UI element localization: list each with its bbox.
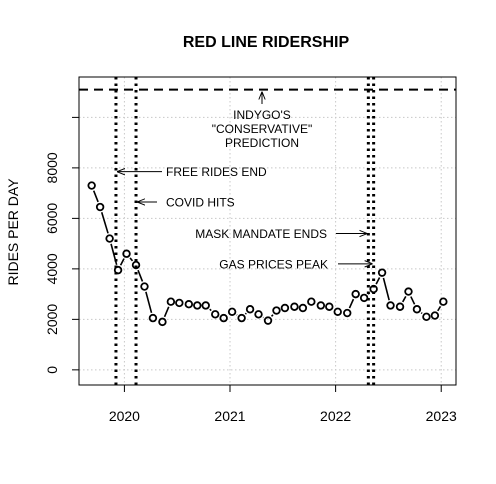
series-segment [209,308,212,312]
plot-area-frame [78,76,457,386]
data-point [245,305,255,314]
reference-label: INDYGO'S [233,108,291,122]
data-point [412,305,422,314]
series-segment [137,269,144,282]
y-tick-label: 2000 [44,304,60,335]
series-segment [145,291,153,313]
chart-title: RED LINE RIDERSHIP [183,34,350,51]
data-point [227,307,237,316]
data-point [439,297,448,306]
x-tick-label: 2023 [426,408,457,424]
data-point [298,303,308,313]
series-segment [437,305,442,312]
data-point [131,260,141,270]
data-point [386,301,395,310]
data-point [193,301,202,310]
x-tick-label: 2021 [214,408,245,424]
data-point [359,293,369,303]
y-tick-label: 0 [44,366,60,374]
event-label: MASK MANDATE ENDS [195,227,327,241]
series-segment [244,312,247,315]
data-point [158,317,167,327]
event-annotations: INDYGO'S"CONSERVATIVE"PREDICTION FREE RID… [79,77,456,385]
data-point [113,265,123,275]
data-point [395,302,405,311]
data-point [404,287,413,296]
data-point [272,306,281,315]
data-point [166,297,176,306]
data-point [369,284,378,294]
data-point [122,249,131,258]
data-point [377,268,387,277]
series-segment [367,292,371,295]
data-point [263,316,273,325]
data-point [95,202,105,212]
series-segment [410,296,416,305]
data-point [280,303,290,313]
data-point [219,313,228,323]
y-tick-label: 6000 [44,203,60,234]
data-point [105,234,114,243]
reference-label: "CONSERVATIVE" [212,122,313,136]
y-tick-label: 4000 [44,253,60,284]
y-axis-label: RIDES PER DAY [5,178,21,286]
series-segment [402,296,407,303]
grid-lines [79,77,456,385]
x-tick-label: 2020 [109,408,140,424]
series-segment [110,243,118,266]
series-segment [375,277,381,285]
data-point [140,282,149,291]
data-point [254,310,263,319]
event-label: COVID HITS [166,195,235,209]
data-point [184,300,194,309]
series-segment [348,298,355,309]
axes: 0 2000 4000 6000 8000 2020 2021 2022 2023 [44,116,457,424]
data-point [430,311,440,320]
series-segment [92,190,99,203]
data-point [148,313,158,323]
x-tick-label: 2022 [320,408,351,424]
data-point [201,301,210,310]
data-point [333,307,342,316]
data-point [237,313,246,323]
data-point [351,289,360,299]
data-point [316,301,326,310]
data-point [87,181,96,190]
y-tick-label: 8000 [44,152,60,183]
event-label: FREE RIDES END [166,165,267,179]
series-segment [382,277,390,301]
reference-label: PREDICTION [225,136,299,150]
data-point [211,310,220,319]
data-point [343,308,352,318]
series-segment [163,306,170,318]
series-segment [129,257,134,262]
series-segment [119,258,125,266]
series-layer [87,181,448,327]
series-segment [100,212,109,234]
series-segment [420,312,423,315]
data-point [307,297,316,306]
data-point [325,302,334,311]
data-point [422,312,431,322]
data-point [290,302,299,311]
data-point [175,298,184,308]
series-segment [270,314,274,317]
event-label: GAS PRICES PEAK [219,257,328,271]
